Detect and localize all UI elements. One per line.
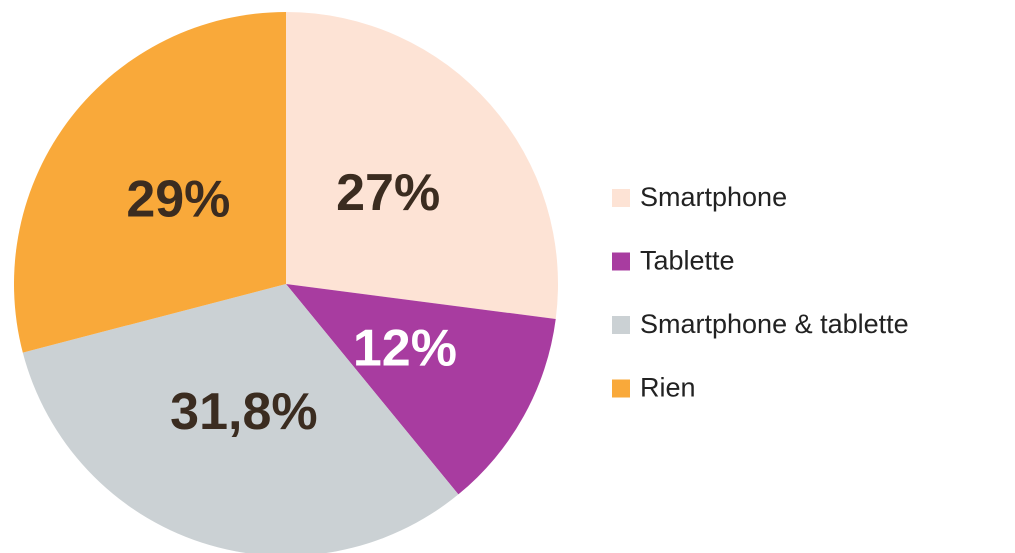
- legend-label: Smartphone & tablette: [640, 309, 909, 339]
- legend-swatch: [612, 316, 630, 334]
- legend-swatch: [612, 252, 630, 271]
- pie-slice: [14, 12, 287, 353]
- value-label: 31,8%: [170, 383, 317, 441]
- value-label: 27%: [336, 164, 440, 222]
- legend-swatch: [612, 379, 630, 398]
- legend-label: Tablette: [640, 246, 735, 276]
- pie-slice: [22, 284, 459, 553]
- pie-slice: [286, 284, 556, 495]
- value-label: 29%: [126, 171, 230, 229]
- legend-label: Smartphone: [640, 182, 787, 212]
- legend-label: Rien: [640, 373, 696, 403]
- value-label: 12%: [353, 320, 457, 378]
- legend-swatch: [612, 189, 630, 207]
- pie-slice: [286, 12, 559, 320]
